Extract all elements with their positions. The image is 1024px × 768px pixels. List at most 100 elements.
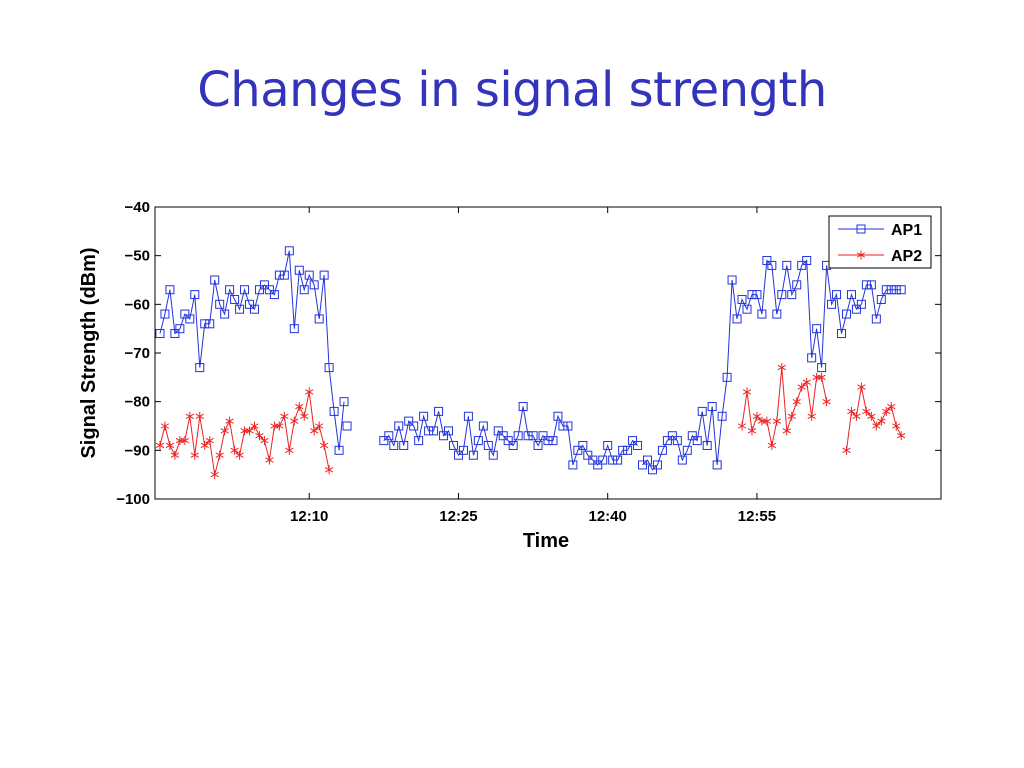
data-point-ap1 [414,436,424,446]
y-tick-label: −60 [125,296,150,313]
data-point-ap2 [165,440,175,450]
data-point-ap2 [190,450,199,460]
data-point-ap1 [747,290,757,300]
data-point-ap1 [448,440,458,450]
data-point-ap1 [677,455,687,465]
data-point-ap1 [817,363,827,373]
data-point-ap1 [513,431,523,441]
data-point-ap2 [872,421,881,431]
x-tick-label: 12:55 [738,508,776,525]
data-point-ap1 [220,309,230,319]
y-axis-title: Signal Strength (dBm) [78,247,100,458]
data-point-ap2 [752,411,762,421]
data-point-ap2 [792,397,801,407]
data-point-ap2 [265,455,274,465]
series-line-ap1 [383,406,638,466]
data-point-ap1 [717,411,727,421]
x-tick-label: 12:40 [589,508,627,525]
data-point-ap1 [155,329,165,339]
data-point-ap1 [225,285,235,295]
data-point-ap1 [324,363,334,373]
data-point-ap1 [558,421,568,431]
data-point-ap2 [205,436,214,446]
data-point-ap1 [707,402,717,412]
data-point-ap1 [548,436,558,446]
data-point-ap1 [274,270,284,280]
data-point-ap2 [225,416,234,426]
data-point-ap1 [782,260,792,270]
data-point-ap1 [896,285,906,295]
data-point-ap2 [180,436,189,446]
data-point-ap1 [812,324,822,334]
data-point-ap1 [399,440,409,450]
data-point-ap1 [837,329,847,339]
data-point-ap1 [827,299,837,309]
data-point-ap2 [867,411,876,421]
data-point-ap1 [752,290,762,300]
data-point-ap1 [259,280,269,290]
data-point-ap2 [290,416,299,426]
data-point-ap1 [538,431,548,441]
data-point-ap2 [862,406,871,416]
data-point-ap1 [777,290,787,300]
data-point-ap1 [424,426,434,436]
slide-title: Changes in signal strength [197,62,827,118]
data-point-ap1 [543,436,553,446]
data-point-ap1 [249,304,259,314]
data-point-ap1 [200,319,210,329]
data-point-ap1 [240,285,250,295]
data-point-ap1 [289,324,299,334]
legend-ap1-marker [856,224,866,234]
data-point-ap1 [444,426,454,436]
data-point-ap2 [280,411,289,421]
data-point-ap1 [792,280,802,290]
data-point-ap2 [847,406,856,416]
data-point-ap1 [727,275,737,285]
data-point-ap1 [205,319,215,329]
data-point-ap1 [185,314,195,324]
data-point-ap2 [285,445,294,455]
data-point-ap1 [737,294,747,304]
data-point-ap2 [210,470,219,480]
data-point-ap1 [613,455,623,465]
data-point-ap1 [170,329,180,339]
legend: AP1 AP2 [828,215,932,269]
data-point-ap1 [682,445,692,455]
data-point-ap2 [747,426,757,436]
data-point-ap1 [891,285,901,295]
data-point-ap1 [284,246,294,256]
data-point-ap1 [652,460,662,470]
data-point-ap1 [841,309,851,319]
data-point-ap1 [657,445,667,455]
y-tick-label: −80 [125,394,150,411]
data-point-ap1 [767,260,777,270]
data-point-ap1 [235,304,245,314]
legend-box [828,215,932,269]
data-point-ap2 [762,416,772,426]
data-point-ap2 [305,387,314,397]
data-point-ap1 [533,440,543,450]
data-point-ap2 [170,450,180,460]
data-point-ap2 [155,440,165,450]
x-tick-label: 12:25 [439,508,477,525]
data-point-ap1 [498,431,508,441]
data-point-ap1 [687,431,697,441]
data-point-ap1 [314,314,324,324]
data-point-ap1 [409,421,419,431]
data-point-ap1 [667,431,677,441]
data-point-ap1 [787,290,797,300]
legend-star [856,250,866,260]
data-point-ap2 [300,411,309,421]
data-point-ap1 [342,421,352,431]
data-point-ap1 [712,460,722,470]
data-point-ap1 [404,416,414,426]
data-point-ap1 [294,265,304,275]
data-point-ap1 [628,436,638,446]
data-point-ap1 [832,290,842,300]
data-point-ap1 [846,290,856,300]
data-point-ap1 [742,304,752,314]
data-point-ap1 [697,406,707,416]
series-ap2 [155,363,906,480]
data-point-ap2 [777,363,786,373]
data-point-ap2 [295,402,304,412]
